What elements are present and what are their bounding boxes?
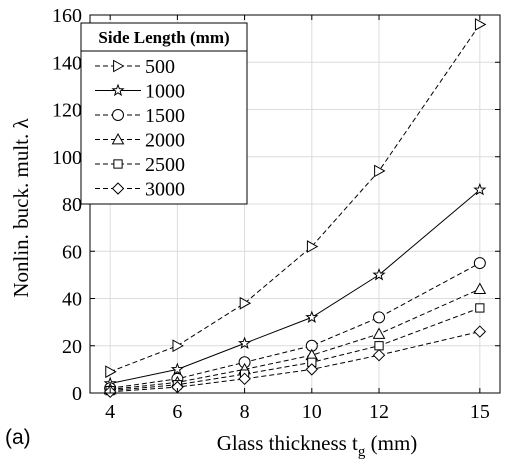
legend-label: 2000 bbox=[145, 130, 185, 152]
triangle-up-marker bbox=[111, 132, 125, 145]
y-tick-label: 80 bbox=[62, 194, 82, 216]
square-marker bbox=[374, 341, 384, 351]
legend-label: 2500 bbox=[145, 154, 185, 176]
series-line bbox=[110, 262, 481, 389]
data-series bbox=[103, 18, 487, 399]
y-tick-label: 140 bbox=[52, 52, 82, 74]
x-tick-label: 15 bbox=[470, 401, 490, 423]
series-500 bbox=[105, 18, 487, 379]
legend-label: 1000 bbox=[145, 81, 185, 103]
y-tick-label: 20 bbox=[62, 336, 82, 358]
diamond-marker bbox=[238, 372, 251, 386]
diamond-marker bbox=[305, 363, 319, 376]
legend-label: 1500 bbox=[145, 105, 185, 127]
triangle-right-marker bbox=[172, 339, 184, 353]
legend-item: 3000 bbox=[95, 179, 185, 201]
x-tick-label: 4 bbox=[105, 401, 115, 423]
series-line bbox=[110, 288, 481, 390]
legend-item: 1500 bbox=[95, 105, 185, 127]
series-2500 bbox=[105, 303, 485, 396]
diamond-marker bbox=[473, 325, 487, 338]
square-marker bbox=[475, 303, 485, 313]
legend-item: 1000 bbox=[95, 81, 185, 103]
x-tick-label: 10 bbox=[302, 401, 322, 423]
star-marker bbox=[473, 182, 487, 196]
circle-marker bbox=[373, 311, 386, 324]
x-tick-label: 8 bbox=[240, 401, 250, 423]
x-tick-label: 12 bbox=[369, 401, 389, 423]
y-tick-label: 40 bbox=[62, 289, 82, 311]
series-line bbox=[110, 189, 481, 385]
y-tick-label: 160 bbox=[52, 5, 82, 27]
x-axis-label: Glass thickness tg (mm) bbox=[217, 431, 418, 460]
legend-item: 2000 bbox=[95, 130, 185, 152]
legend-title: Side Length (mm) bbox=[98, 28, 229, 47]
triangle-up-marker bbox=[473, 282, 487, 294]
y-tick-label: 100 bbox=[52, 147, 82, 169]
panel-label: (a) bbox=[5, 426, 31, 449]
triangle-right-marker bbox=[113, 59, 125, 73]
series-line bbox=[110, 331, 480, 393]
y-tick-label: 0 bbox=[72, 383, 82, 405]
series-line bbox=[109, 24, 481, 373]
series-3000 bbox=[103, 325, 487, 399]
series-2000 bbox=[103, 282, 487, 395]
triangle-right-marker bbox=[105, 365, 117, 379]
diamond-marker bbox=[111, 182, 125, 195]
star-marker bbox=[238, 336, 252, 349]
x-tick-label: 6 bbox=[172, 401, 182, 423]
triangle-right-marker bbox=[239, 296, 252, 310]
triangle-up-marker bbox=[372, 327, 386, 339]
star-marker bbox=[305, 310, 319, 324]
legend-item: 2500 bbox=[95, 154, 185, 176]
circle-marker bbox=[473, 257, 486, 270]
diamond-marker bbox=[372, 348, 386, 362]
star-marker bbox=[372, 267, 386, 281]
circle-marker bbox=[112, 109, 124, 121]
square-marker bbox=[113, 159, 123, 169]
legend-label: 500 bbox=[145, 56, 175, 78]
y-axis-label: Nonlin. buck. mult. λ bbox=[9, 118, 33, 298]
triangle-right-marker bbox=[474, 18, 487, 31]
triangle-right-marker bbox=[306, 240, 319, 253]
series-1000 bbox=[103, 182, 487, 390]
legend-box bbox=[80, 22, 248, 205]
y-tick-label: 60 bbox=[62, 241, 82, 263]
legend-label: 3000 bbox=[145, 179, 185, 201]
legend-item: 500 bbox=[95, 56, 175, 78]
star-marker bbox=[170, 362, 184, 375]
series-line bbox=[110, 307, 481, 392]
triangle-right-marker bbox=[374, 164, 386, 178]
star-marker bbox=[111, 83, 125, 97]
series-1500 bbox=[104, 257, 486, 395]
y-tick-label: 120 bbox=[52, 100, 82, 122]
